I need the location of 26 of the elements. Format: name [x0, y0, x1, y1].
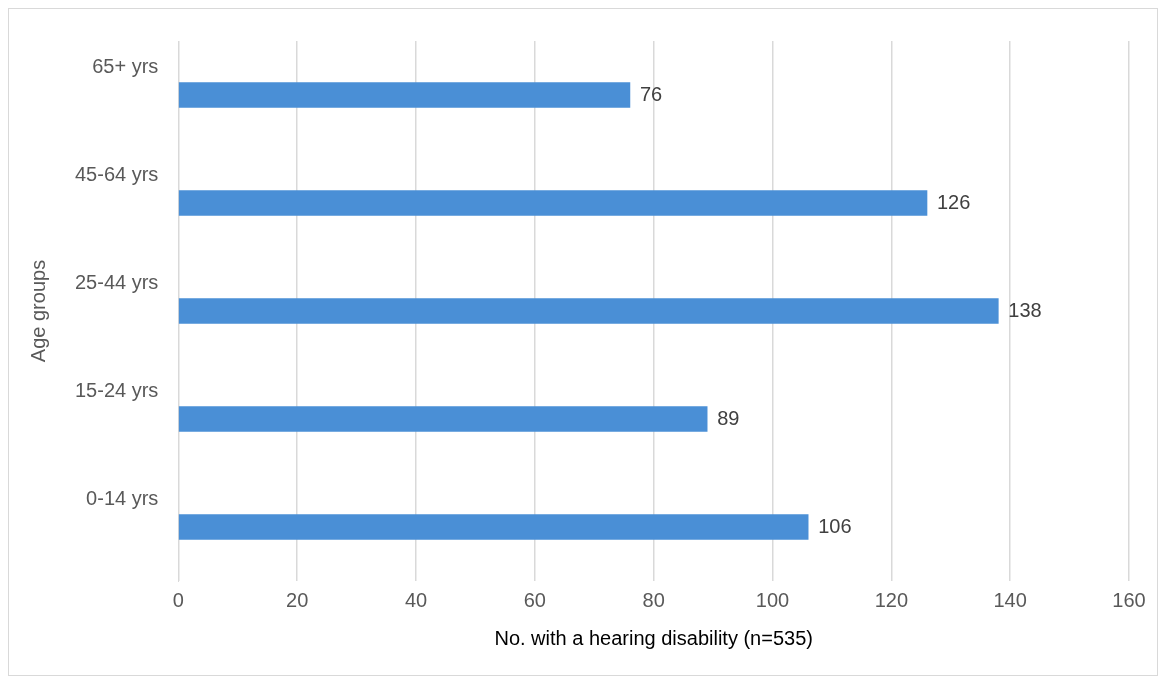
x-tick-label: 120 [874, 588, 909, 611]
y-tick-label: 25-44 yrs [74, 270, 159, 293]
y-axis-title: Age groups [26, 259, 49, 363]
data-label: 89 [717, 406, 740, 429]
x-tick-label: 140 [993, 588, 1027, 611]
data-label: 126 [936, 190, 971, 213]
bar [178, 406, 708, 432]
x-tick-label: 40 [404, 588, 428, 611]
x-axis-title: No. with a hearing disability (n=535) [494, 626, 813, 649]
x-tick-label: 60 [523, 588, 546, 611]
x-tick-label: 20 [286, 588, 309, 611]
bar [178, 298, 999, 324]
data-label: 138 [1008, 298, 1042, 321]
data-label: 76 [639, 82, 663, 105]
x-tick-label: 80 [642, 588, 665, 611]
bar [178, 514, 809, 540]
bar [178, 82, 631, 108]
y-tick-label: 15-24 yrs [74, 378, 159, 401]
y-tick-label: 45-64 yrs [74, 162, 159, 185]
x-tick-label: 160 [1112, 588, 1146, 611]
data-label: 106 [818, 514, 852, 537]
y-tick-label: 0-14 yrs [86, 486, 159, 509]
x-tick-label: 100 [755, 588, 790, 611]
bar [178, 190, 928, 216]
y-tick-label: 65+ yrs [92, 54, 159, 77]
x-tick-label: 0 [172, 588, 184, 611]
